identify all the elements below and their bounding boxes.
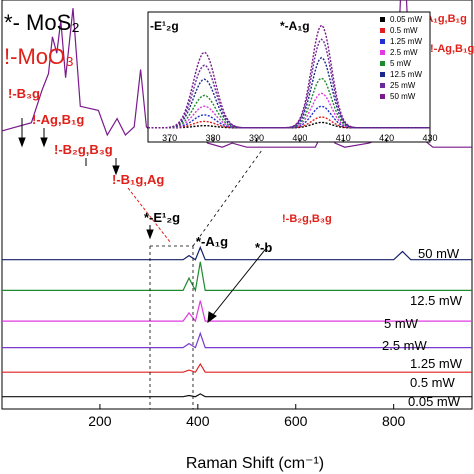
series-label-5: 5 mW xyxy=(384,316,419,331)
inset-x-ticks: 370 380 390 400 410 420 430 xyxy=(162,133,437,143)
series-label-0-5: 0.5 mW xyxy=(410,375,456,390)
inset-series-group xyxy=(148,24,430,129)
peak-label-e2g: *-E¹₂g xyxy=(144,210,180,225)
inset-legend-label-1-25-mw: 1.25 mW xyxy=(390,37,422,46)
inset-tick-label-390: 390 xyxy=(249,133,264,143)
series-line-1-25-mw xyxy=(2,331,472,349)
inset-legend-marker-12-5-mw xyxy=(380,72,385,77)
x-tick-label-200: 200 xyxy=(88,413,112,429)
inset-tick-label-370: 370 xyxy=(162,133,177,143)
inset-line-25-mw xyxy=(148,38,430,129)
inset-tick-label-430: 430 xyxy=(422,133,437,143)
series-labels: 50 mW 12.5 mW 5 mW 2.5 mW 1.25 mW 0.5 mW… xyxy=(382,246,463,409)
inset-legend-label-12-5-mw: 12.5 mW xyxy=(390,70,422,79)
main-plot-frame xyxy=(1,0,473,410)
inset-tick-label-420: 420 xyxy=(379,133,394,143)
series-label-1-25: 1.25 mW xyxy=(410,356,463,371)
inset-legend-label-0-5-mw: 0.5 mW xyxy=(390,26,418,35)
legend-mos2-label: - MoS₂ xyxy=(13,10,80,35)
main-series-group xyxy=(1,0,472,398)
inset-label-e2g: -E¹₂g xyxy=(150,19,179,33)
legend-moo3-label: -MoO₃ xyxy=(10,44,74,69)
series-line-12-5-mw xyxy=(2,245,472,261)
peak-label-b1g-ag: !-B₁g,Ag xyxy=(112,172,164,187)
peak-label-a1g: *-A₁g xyxy=(196,234,228,249)
inset-legend-label-25-mw: 25 mW xyxy=(390,81,416,90)
inset-tick-label-410: 410 xyxy=(336,133,351,143)
x-tick-label-800: 800 xyxy=(382,413,406,429)
inset-legend-marker-50-mw xyxy=(380,94,385,99)
peak-label-b3g: !-B₃g xyxy=(8,86,40,101)
inset-legend-marker-5-mw xyxy=(380,61,385,66)
inset-legend: 0.05 mW 0.5 mW 1.25 mW 2.5 mW 5 mW 12.5 mW 25 … xyxy=(380,15,422,101)
inset-legend-marker-0-5-mw xyxy=(380,28,385,33)
inset-legend-label-2-5-mw: 2.5 mW xyxy=(390,48,418,57)
x-tick-label-400: 400 xyxy=(186,413,210,429)
legend-moo3-marker: ! xyxy=(4,44,10,69)
series-line-0-05-mw xyxy=(2,393,472,398)
series-line-2-5-mw xyxy=(2,300,472,323)
peak-label-b: *-b xyxy=(255,240,272,255)
peak-label-ag-b1g-left: !-Ag,B₁g xyxy=(32,112,84,127)
inset-legend-marker-25-mw xyxy=(380,83,385,88)
legend-mos2: *- MoS₂ xyxy=(4,10,80,35)
main-x-ticks: 200 400 600 800 xyxy=(88,404,406,429)
series-line-0-5-mw xyxy=(2,362,472,373)
inset-legend-marker-0-05-mw xyxy=(380,17,385,22)
inset-plot: 370 380 390 400 410 420 430 -E¹₂g *-A₁g 0.05 m… xyxy=(147,11,438,143)
inset-tick-label-380: 380 xyxy=(206,133,221,143)
peak-arrows-red xyxy=(127,187,171,243)
inset-tick-label-400: 400 xyxy=(292,133,307,143)
inset-legend-label-5-mw: 5 mW xyxy=(390,59,411,68)
zoom-region-guides xyxy=(149,149,263,409)
series-label-0-05: 0.05 mW xyxy=(408,394,461,409)
x-axis-label: Raman Shift (cm⁻¹) xyxy=(186,455,324,472)
inset-label-a1g: *-A₁g xyxy=(280,19,310,33)
inset-legend-marker-1-25-mw xyxy=(380,39,385,44)
peak-labels: !-B₃g !-Ag,B₁g !-B₂g,B₃g !-B₁g,Ag *-E¹₂g… xyxy=(8,13,474,255)
peak-label-b2g-b3g-left: !-B₂g,B₃g xyxy=(54,142,113,157)
legend-mos2-marker: * xyxy=(4,10,13,35)
x-tick-label-600: 600 xyxy=(284,413,308,429)
legend-moo3: !-MoO₃ xyxy=(4,44,74,69)
series-label-50: 50 mW xyxy=(418,246,460,261)
series-line-5-mw xyxy=(2,261,472,293)
inset-legend-label-0-05-mw: 0.05 mW xyxy=(390,15,422,24)
series-label-12-5: 12.5 mW xyxy=(410,293,463,308)
peak-label-b2g-b3g-right: !-B₂g,B₃g xyxy=(282,213,332,225)
inset-legend-marker-2-5-mw xyxy=(380,50,385,55)
inset-legend-label-50-mw: 50 mW xyxy=(390,92,416,101)
series-label-2-5: 2.5 mW xyxy=(382,338,428,353)
peak-label-ag-b1g-right: !-Ag,B₁g xyxy=(430,43,474,55)
